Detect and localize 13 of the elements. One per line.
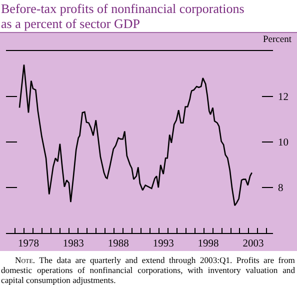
x-tick-label: 1993 <box>152 238 174 250</box>
y-tick-label: 12 <box>278 92 288 104</box>
x-tick-label: 1983 <box>62 238 84 250</box>
line-series <box>18 64 253 206</box>
x-tick-label: 1998 <box>198 238 219 250</box>
x-tick-label: 1988 <box>108 238 129 250</box>
x-tick-label: 1978 <box>18 238 39 250</box>
y-tick-label: 10 <box>278 138 288 149</box>
chart-title: Before-tax profits of nonfinancial corporations as a percent of sector GDP <box>0 0 246 32</box>
x-tick-label: 2003 <box>242 238 264 250</box>
y-axis-title: Percent <box>263 35 292 45</box>
y-tick-label: 8 <box>278 183 284 194</box>
text: Note. The data are quarterly and extend through 2003:Q1. Profits are from domestic operations of nonfinancial corporations, with inventory valuation and capital consumption adjustments. <box>1 255 295 285</box>
